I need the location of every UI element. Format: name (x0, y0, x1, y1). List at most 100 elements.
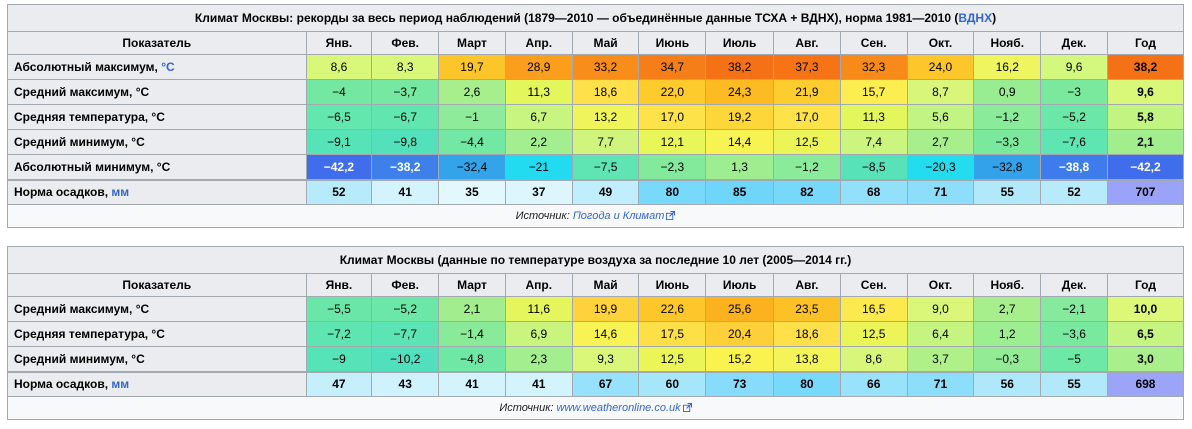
value-cell: −2,3 (638, 154, 707, 180)
value-cell: 22,0 (638, 79, 707, 105)
value-cell: 38,2 (1106, 54, 1185, 80)
header-month: Июнь (638, 273, 707, 297)
row-label: Средняя температура, °C (7, 321, 307, 347)
value-cell: 12,5 (773, 129, 841, 155)
value-cell: −20,3 (906, 154, 975, 180)
value-cell: −6,7 (371, 104, 440, 130)
value-cell: 16,2 (973, 54, 1042, 80)
value-cell: −1,2 (973, 104, 1042, 130)
unit-link[interactable]: мм (111, 377, 130, 392)
value-cell: 33,2 (571, 54, 640, 80)
value-cell: 37 (504, 178, 573, 205)
row-label: Норма осадков, мм (7, 370, 307, 397)
value-cell: 2,7 (906, 129, 975, 155)
value-cell: 7,7 (571, 129, 640, 155)
value-cell: 1,3 (705, 154, 775, 180)
header-month: Июнь (638, 31, 707, 55)
value-cell: 3,7 (906, 346, 975, 372)
header-month: Нояб. (973, 31, 1042, 55)
value-cell: −8,5 (839, 154, 908, 180)
row-label-text: Норма осадков, (14, 377, 112, 392)
value-cell: 15,7 (839, 79, 908, 105)
value-cell: −7,2 (305, 321, 373, 347)
header-month: Янв. (305, 31, 373, 55)
value-cell: 55 (1040, 370, 1108, 397)
table-row: Абсолютный минимум, °C −42,2 −38,2 −32,4 −21… (7, 154, 1185, 180)
value-cell: 12,5 (839, 321, 908, 347)
source-link[interactable]: www.weatheronline.co.uk (556, 402, 681, 414)
value-cell: 71 (906, 370, 975, 397)
value-cell: −4,4 (438, 129, 506, 155)
value-cell: 55 (973, 178, 1042, 205)
value-cell: 12,5 (638, 346, 707, 372)
value-cell: 19,9 (571, 296, 640, 322)
row-label-text: Средний минимум, °C (14, 351, 145, 366)
value-cell: 2,1 (438, 296, 506, 322)
source-prefix: Источник: (499, 402, 557, 414)
value-cell: 80 (638, 178, 707, 205)
table-caption: Климат Москвы: рекорды за весь период на… (7, 4, 1184, 32)
header-month: Сен. (839, 273, 908, 297)
value-cell: 7,4 (839, 129, 908, 155)
value-cell: 14,6 (571, 321, 640, 347)
value-cell: −3 (1040, 79, 1108, 105)
value-cell: 73 (705, 370, 775, 397)
unit-link[interactable]: °C (161, 60, 175, 74)
value-cell: −3,3 (973, 129, 1042, 155)
value-cell: −3,7 (371, 79, 440, 105)
value-cell: 6,9 (504, 321, 573, 347)
value-cell: 6,7 (504, 104, 573, 130)
value-cell: 6,5 (1106, 321, 1185, 347)
vdnh-link[interactable]: ВДНХ (958, 11, 993, 25)
header-month: Нояб. (973, 273, 1042, 297)
value-cell: −9,8 (371, 129, 440, 155)
header-month: Фев. (371, 31, 440, 55)
value-cell: −42,2 (1106, 154, 1185, 180)
value-cell: 8,7 (906, 79, 975, 105)
value-cell: −9,1 (305, 129, 373, 155)
value-cell: −38,8 (1040, 154, 1108, 180)
table-row: Абсолютный максимум, °C 8,6 8,3 19,7 28,9 33,… (7, 54, 1185, 80)
row-label-text: Средний минимум, °C (14, 135, 145, 149)
table-row: Средний максимум, °C −4 −3,7 2,6 11,3 18,6 22,… (7, 79, 1185, 105)
value-cell: 17,5 (638, 321, 707, 347)
header-month: Авг. (773, 273, 841, 297)
value-cell: −7,7 (371, 321, 440, 347)
value-cell: 17,0 (773, 104, 841, 130)
header-month: Авг. (773, 31, 841, 55)
table-row: Норма осадков, мм 52 41 35 37 49 80 85 82 68 71 55 5… (7, 178, 1185, 205)
value-cell: 41 (438, 370, 506, 397)
header-month: Год (1106, 273, 1185, 297)
source-cell: Источник: www.weatheronline.co.uk (7, 396, 1184, 420)
value-cell: 11,6 (504, 296, 573, 322)
row-label: Средний максимум, °C (7, 79, 307, 105)
value-cell: 12,1 (638, 129, 707, 155)
header-month: Дек. (1040, 273, 1108, 297)
value-cell: 24,3 (705, 79, 775, 105)
external-link-icon (682, 403, 692, 412)
row-label-text: Средняя температура, °C (14, 110, 165, 124)
value-cell: −2,1 (1040, 296, 1108, 322)
value-cell: −1,4 (438, 321, 506, 347)
value-cell: −1,2 (773, 154, 841, 180)
value-cell: 16,5 (839, 296, 908, 322)
value-cell: 52 (1040, 178, 1108, 205)
value-cell: 66 (839, 370, 908, 397)
table-caption: Климат Москвы (данные по температуре воз… (7, 246, 1184, 274)
row-label: Средний минимум, °C (7, 129, 307, 155)
value-cell: 23,5 (773, 296, 841, 322)
header-month: Март (438, 31, 506, 55)
value-cell: 18,6 (773, 321, 841, 347)
unit-link[interactable]: мм (111, 185, 130, 200)
table-row: Средний минимум, °C −9,1 −9,8 −4,4 2,2 7,7 12,… (7, 129, 1185, 155)
value-cell: 2,6 (438, 79, 506, 105)
header-indicator: Показатель (7, 273, 307, 297)
value-cell: 9,6 (1106, 79, 1185, 105)
table-header-row: Показатель Янв. Фев. Март Апр. Май Июнь Июль Авг… (7, 31, 1185, 55)
source-link[interactable]: Погода и Климат (572, 210, 665, 222)
value-cell: 5,8 (1106, 104, 1185, 130)
row-label: Средний минимум, °C (7, 346, 307, 372)
header-month: Март (438, 273, 506, 297)
row-label: Норма осадков, мм (7, 178, 307, 205)
value-cell: 85 (705, 178, 775, 205)
